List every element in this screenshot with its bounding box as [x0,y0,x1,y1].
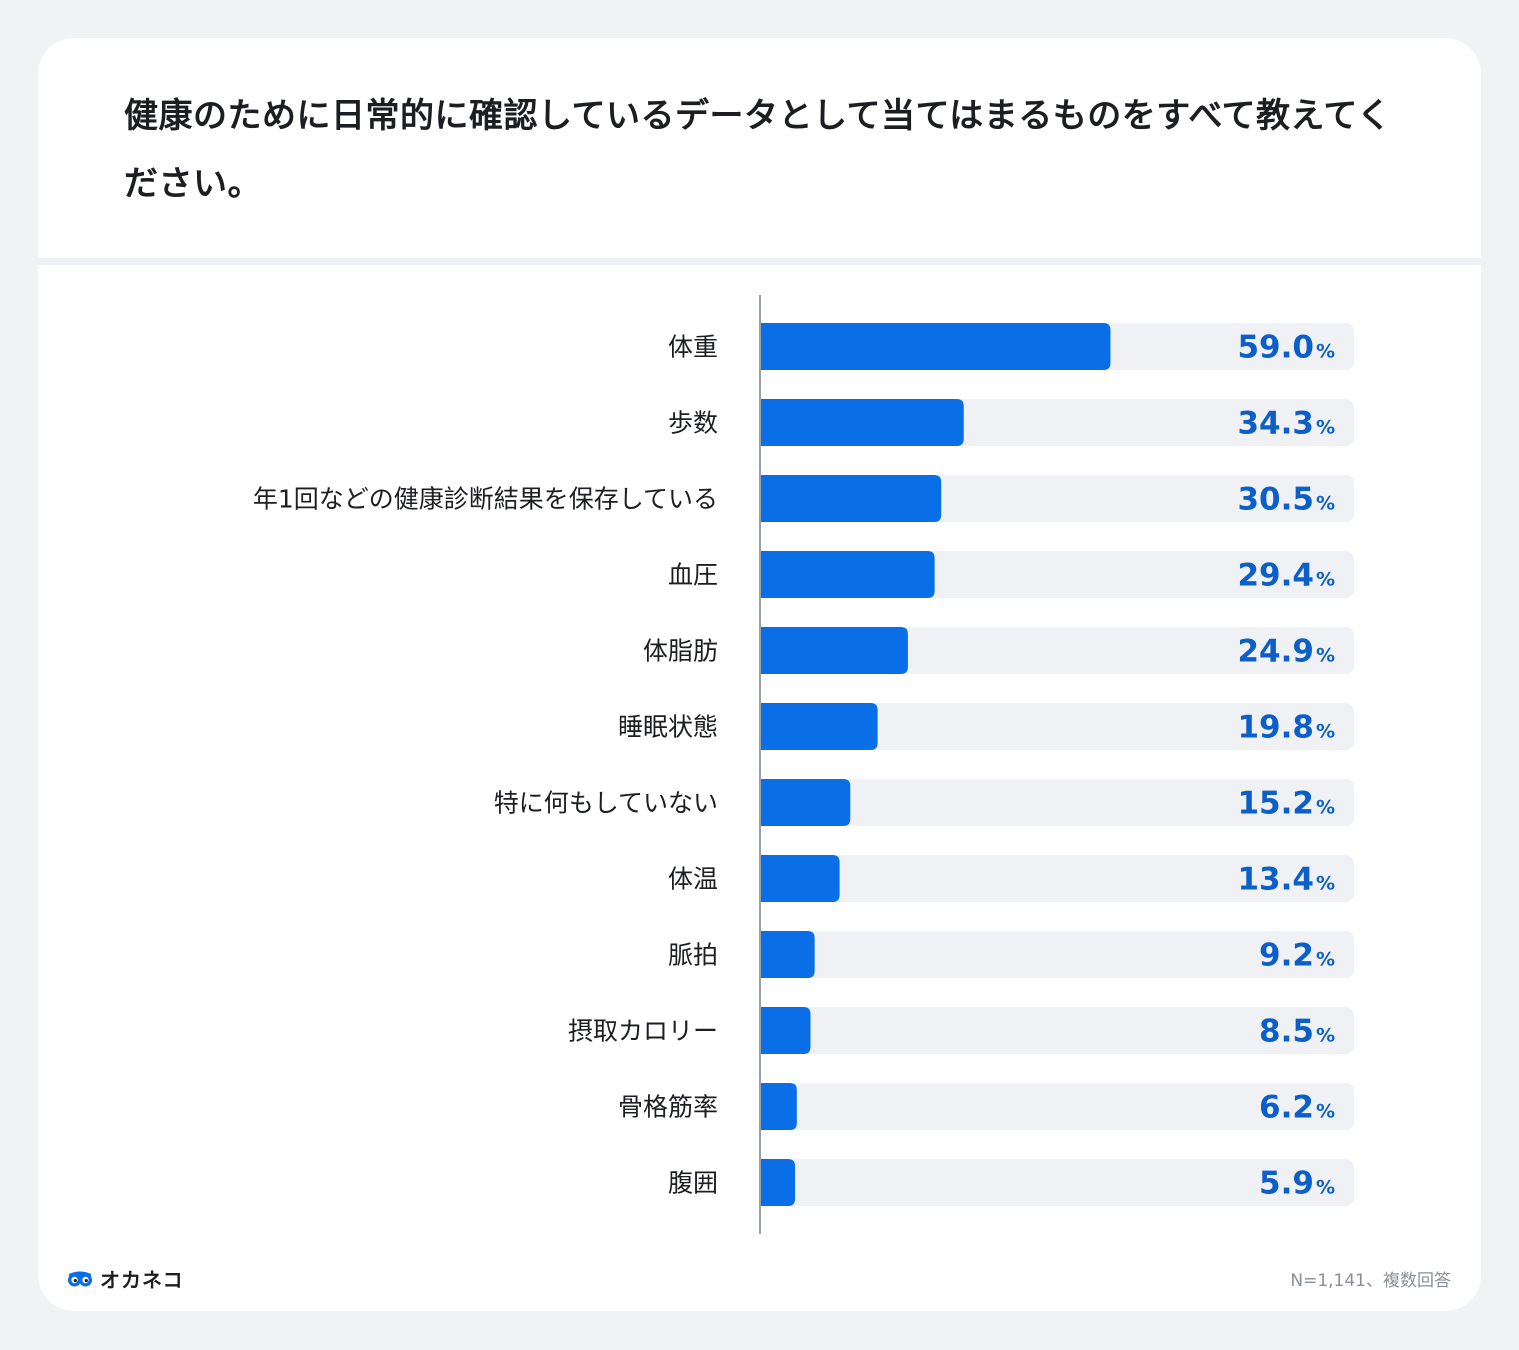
category-label: 体温 [668,865,718,894]
bar [760,855,840,902]
title-divider [38,258,1481,265]
bar [760,779,851,826]
bar-track [760,1083,1354,1130]
category-label: 睡眠状態 [618,713,718,742]
category-label: 腹囲 [668,1169,718,1198]
bar [760,475,942,522]
value-label: 8.5% [1259,1014,1335,1050]
value-label: 29.4% [1237,558,1335,594]
category-label: 骨格筋率 [618,1093,718,1122]
bar [760,1083,797,1130]
category-label: 血圧 [668,561,718,590]
bar-track [760,931,1354,978]
category-label: 体脂肪 [643,637,718,666]
category-label: 体重 [668,333,718,362]
bar-track [760,627,1354,674]
value-label: 24.9% [1237,634,1335,670]
value-label: 13.4% [1237,862,1335,898]
bar-track [760,1159,1354,1206]
bar-track [760,855,1354,902]
owl-eyes-icon [68,1271,92,1286]
brand-name: オカネコ [100,1268,184,1292]
bar [760,1159,796,1206]
category-label: 特に何もしていない [494,789,718,818]
value-label: 6.2% [1259,1090,1335,1126]
sample-footnote: N=1,141、複数回答 [1290,1271,1451,1291]
value-label: 15.2% [1237,786,1335,822]
value-label: 34.3% [1237,406,1335,442]
bar [760,703,878,750]
bar [760,1007,811,1054]
value-label: 19.8% [1237,710,1335,746]
value-label: 30.5% [1237,482,1335,518]
brand-logo: オカネコ [66,1264,184,1293]
bar-track [760,703,1354,750]
category-label: 摂取カロリー [568,1017,718,1046]
bar [760,627,908,674]
bar-chart: 体重 59.0 % 歩数 34.3 % 年1回などの健康診断結果を保存している 30.5 % 血圧… [253,295,1354,1234]
bar [760,931,815,978]
value-label: 9.2% [1259,938,1335,974]
bar-track [760,779,1354,826]
category-label: 脈拍 [668,941,718,970]
chart-card: 健康のために日常的に確認しているデータとして当てはまるものをすべて教えてください… [38,38,1481,1311]
bar [760,551,935,598]
category-label: 年1回などの健康診断結果を保存している [253,485,718,514]
value-label: 5.9% [1259,1166,1335,1202]
bar-track [760,1007,1354,1054]
bar [760,399,964,446]
question-title: 健康のために日常的に確認しているデータとして当てはまるものをすべて教えてください… [124,96,1392,204]
bar [760,323,1111,370]
category-label: 歩数 [668,409,718,438]
value-label: 59.0% [1237,330,1335,366]
